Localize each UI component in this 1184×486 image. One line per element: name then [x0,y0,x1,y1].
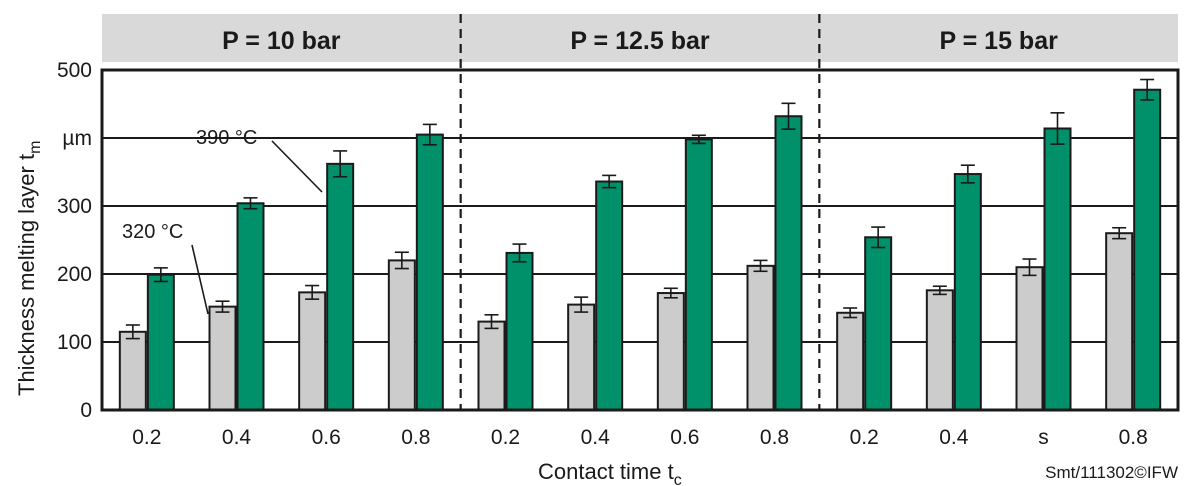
errorbar-series2-9 [871,226,886,249]
x-axis-label: Contact time tc [538,459,682,486]
x-tick-label: 0.8 [1119,426,1148,449]
errorbar-series2-11 [1050,112,1065,145]
y-tick-label: 0 [80,399,92,422]
errorbar-series1-5 [484,313,499,330]
errorbar-series1-4 [394,251,409,270]
y-tick-label: µm [62,127,92,150]
panel-header-band [102,14,1178,62]
bars [118,88,1162,412]
panel-title-3: P = 15 bar [939,27,1058,55]
annotation-390-leader [271,140,323,193]
bar-series2-5 [505,251,534,411]
annotation-320-leader [191,244,209,315]
errorbar-series1-2 [215,300,230,313]
bar-series2-12 [1133,88,1162,411]
bar-series2-10 [953,173,982,411]
errorbar-series1-1 [125,324,140,340]
bar-series1-11 [1015,266,1044,412]
bar-series1-9 [836,311,865,412]
bar-series1-5 [477,320,506,412]
bar-series1-6 [567,303,596,412]
x-tick-label: 0.4 [581,426,611,449]
panel-title-1: P = 10 bar [222,27,341,55]
x-tick-label: 0.4 [222,426,252,449]
bar-series1-8 [746,264,775,411]
errorbar-series1-6 [574,296,589,313]
x-tick-label: s [1038,426,1049,449]
x-tick-label: 0.6 [312,426,341,449]
x-tick-label: 0.8 [760,426,789,449]
errorbar-series2-12 [1140,78,1155,101]
error-bars [125,78,1155,340]
annotation-390: 390 °C [196,127,257,149]
panel-headers: P = 10 bar P = 12.5 bar P = 15 bar [102,14,1178,62]
bar-series1-10 [925,289,954,412]
errorbar-series2-10 [960,164,975,184]
y-tick-labels: 0 100 200 300 µm 500 [57,59,92,422]
annotation-320: 320 °C [122,221,183,243]
errorbar-series2-4 [422,123,437,146]
bar-series2-7 [684,138,713,412]
errorbar-series1-3 [305,284,320,300]
gridlines [102,137,1178,343]
bar-series2-1 [146,273,175,411]
x-tick-label: 0.8 [401,426,430,449]
bar-series2-11 [1043,127,1072,411]
panel-separators [459,14,821,410]
bar-series1-1 [118,330,147,411]
y-tick-label: 100 [57,331,92,354]
bar-series2-4 [415,133,444,411]
errorbar-series2-7 [691,134,706,145]
y-tick-label: 200 [57,263,92,286]
errorbar-series2-5 [512,243,527,263]
errorbar-series1-9 [843,307,858,319]
bar-series2-2 [236,202,265,411]
x-tick-label: 0.2 [850,426,879,449]
y-tick-label: 300 [57,195,92,218]
errorbar-series1-10 [932,285,947,296]
x-tick-label: 0.2 [132,426,161,449]
copyright-credit: Smt/111302©IFW [1045,463,1178,482]
bar-series2-8 [774,115,803,412]
bar-series1-2 [208,305,237,412]
bar-series1-7 [656,292,685,412]
bar-series2-6 [595,180,624,411]
annotations: 390 °C 320 °C [122,127,323,315]
errorbar-series2-1 [153,267,168,283]
x-tick-label: 0.6 [670,426,699,449]
errorbar-series1-12 [1112,226,1127,240]
bar-series2-3 [326,162,355,411]
bar-series1-3 [298,291,327,411]
errorbar-series1-8 [753,259,768,273]
y-tick-label: 500 [57,59,92,82]
errorbar-series2-8 [781,102,796,130]
errorbar-series2-3 [333,150,348,178]
errorbar-series2-6 [602,174,617,189]
x-tick-label: 0.2 [491,426,520,449]
bar-series1-12 [1105,232,1134,411]
x-tick-labels: 0.2 0.4 0.6 0.8 0.2 0.4 0.6 0.8 0.2 0.4 s 0.8 [132,426,1148,449]
panel-title-2: P = 12.5 bar [570,27,709,55]
errorbar-series1-11 [1022,258,1037,277]
errorbar-series1-7 [663,287,678,299]
errorbar-series2-2 [243,197,258,210]
x-tick-label: 0.4 [939,426,969,449]
y-axis-label: Thickness melting layer tm [14,141,44,396]
bar-series2-9 [864,236,893,411]
plot-frame [100,68,1180,412]
bar-series1-4 [387,259,416,411]
